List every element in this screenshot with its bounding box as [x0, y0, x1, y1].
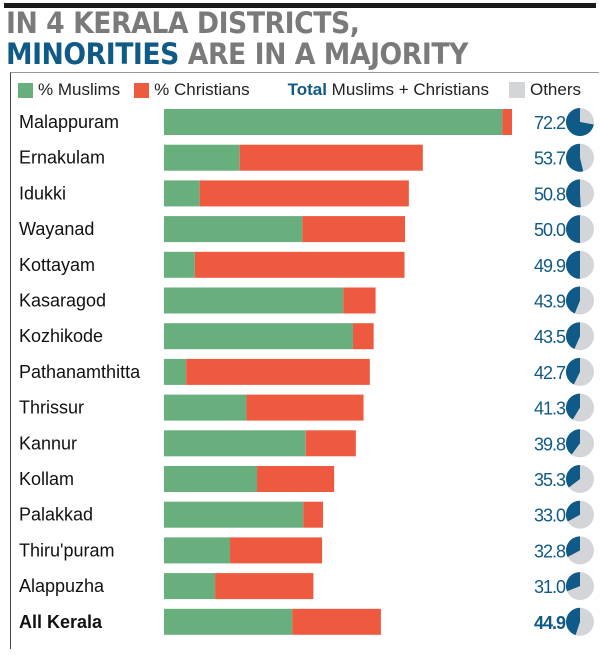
legend-muslims: % Muslims — [18, 80, 120, 100]
pie-total — [566, 465, 580, 488]
total-value: 31.0 — [534, 577, 566, 597]
total-value: 35.3 — [534, 470, 566, 490]
pie-total — [566, 607, 580, 636]
bar-christians — [502, 109, 512, 135]
title-line-1: IN 4 KERALA DISTRICTS, — [6, 6, 360, 40]
bar-christians — [257, 466, 335, 492]
total-value: 41.3 — [534, 399, 566, 419]
pie-total — [566, 250, 580, 279]
pie-total — [566, 429, 580, 455]
pie-total — [566, 393, 580, 420]
total-value: 50.0 — [534, 220, 566, 240]
bar-muslims — [164, 287, 344, 314]
bar-muslims — [164, 216, 303, 243]
category-label: Kollam — [19, 469, 74, 489]
legend-others: Others — [508, 80, 581, 100]
chart-title: IN 4 KERALA DISTRICTS, MINORITIES ARE IN… — [6, 8, 468, 70]
pie-total — [566, 536, 580, 557]
category-label: All Kerala — [19, 612, 103, 632]
pie-total — [566, 357, 580, 385]
bar-muslims — [164, 144, 240, 171]
bar-muslims — [164, 109, 503, 135]
others-swatch — [508, 82, 525, 98]
bar-muslims — [164, 608, 293, 635]
bar-muslims — [164, 394, 247, 421]
legend-total: Total Muslims + Christians — [288, 80, 489, 100]
total-value: 72.2 — [534, 113, 566, 133]
pie-total — [565, 500, 580, 522]
bar-christians — [292, 608, 381, 635]
bar-christians — [302, 216, 405, 243]
category-label: Idukki — [19, 183, 66, 203]
bar-muslims — [164, 573, 216, 600]
total-value: 50.8 — [534, 184, 566, 204]
category-label: Pathanamthitta — [19, 362, 141, 382]
bar-muslims — [164, 501, 304, 528]
bar-christians — [186, 358, 370, 385]
title-rest: ARE IN A MAJORITY — [178, 37, 469, 71]
bar-christians — [215, 573, 314, 600]
bar-christians — [246, 394, 364, 421]
title-highlight: MINORITIES — [6, 37, 179, 71]
bar-christians — [230, 537, 323, 564]
total-value: 32.8 — [534, 541, 566, 561]
category-label: Malappuram — [19, 112, 119, 132]
legend-muslims-label: % Muslims — [38, 80, 121, 99]
muslims-swatch — [18, 82, 33, 98]
total-value: 33.0 — [534, 506, 566, 526]
category-label: Thiru'puram — [19, 540, 114, 560]
chart-frame — [10, 72, 599, 649]
category-label: Wayanad — [19, 219, 94, 239]
legend-christians-label: % Christians — [154, 80, 250, 99]
total-value: 43.5 — [534, 327, 566, 347]
category-label: Kannur — [19, 433, 77, 453]
bar-christians — [199, 180, 409, 207]
total-value: 43.9 — [534, 292, 566, 312]
total-value: 53.7 — [534, 149, 566, 169]
pie-total — [566, 215, 580, 244]
legend-total-bold: Total — [287, 80, 327, 99]
bar-christians — [194, 251, 405, 278]
bar-muslims — [164, 430, 306, 457]
bar-muslims — [164, 251, 195, 278]
bar-muslims — [164, 323, 353, 350]
total-value: 39.8 — [534, 434, 566, 454]
title-line-2: MINORITIES ARE IN A MAJORITY — [6, 39, 468, 70]
top-rule — [4, 3, 596, 8]
category-label: Kasaragod — [19, 291, 106, 311]
pie-total — [566, 572, 580, 592]
pie-total — [566, 286, 580, 314]
bar-muslims — [164, 358, 187, 385]
legend-others-label: Others — [529, 80, 581, 99]
category-label: Ernakulam — [19, 148, 105, 168]
bar-christians — [343, 287, 376, 314]
bar-christians — [352, 323, 374, 350]
category-label: Palakkad — [19, 505, 93, 525]
legend-total-label: Muslims + Christians — [326, 80, 489, 99]
bar-christians — [305, 430, 356, 457]
bar-muslims — [164, 466, 258, 492]
category-label: Alappuzha — [19, 576, 105, 596]
pie-total — [566, 322, 580, 350]
category-label: Kottayam — [19, 255, 95, 275]
category-label: Thrissur — [19, 398, 84, 418]
legend-christians: % Christians — [134, 80, 250, 100]
pie-total — [566, 143, 584, 172]
bar-muslims — [164, 180, 200, 207]
total-value: 42.7 — [534, 363, 566, 383]
bar-christians — [303, 501, 324, 528]
christians-swatch — [134, 82, 150, 98]
pie-total — [566, 179, 581, 208]
pie-total — [566, 108, 594, 137]
total-value: 49.9 — [534, 256, 566, 276]
legend: % Muslims % Christians Total Muslims + C… — [18, 80, 598, 100]
category-label: Kozhikode — [19, 326, 103, 346]
total-value: 44.9 — [534, 613, 566, 633]
bar-christians — [239, 144, 423, 171]
bar-muslims — [164, 537, 231, 564]
